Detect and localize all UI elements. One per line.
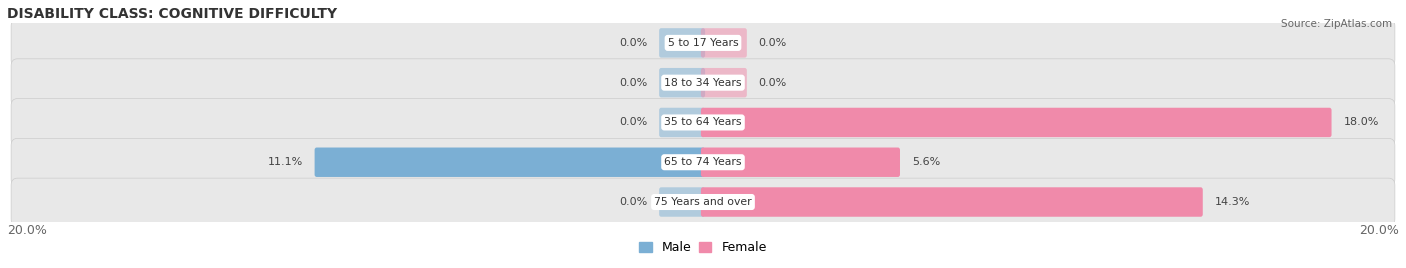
- Text: 14.3%: 14.3%: [1215, 197, 1250, 207]
- Text: 18.0%: 18.0%: [1343, 117, 1379, 128]
- FancyBboxPatch shape: [659, 68, 704, 97]
- FancyBboxPatch shape: [11, 138, 1395, 186]
- Text: 0.0%: 0.0%: [619, 197, 647, 207]
- Legend: Male, Female: Male, Female: [634, 236, 772, 259]
- Text: 65 to 74 Years: 65 to 74 Years: [664, 157, 742, 167]
- Text: 0.0%: 0.0%: [619, 117, 647, 128]
- Text: 35 to 64 Years: 35 to 64 Years: [664, 117, 742, 128]
- Text: 0.0%: 0.0%: [759, 78, 787, 88]
- FancyBboxPatch shape: [702, 28, 747, 58]
- FancyBboxPatch shape: [11, 19, 1395, 67]
- Text: DISABILITY CLASS: COGNITIVE DIFFICULTY: DISABILITY CLASS: COGNITIVE DIFFICULTY: [7, 7, 337, 21]
- FancyBboxPatch shape: [702, 147, 900, 177]
- Text: 18 to 34 Years: 18 to 34 Years: [664, 78, 742, 88]
- Text: 0.0%: 0.0%: [759, 38, 787, 48]
- FancyBboxPatch shape: [702, 68, 747, 97]
- FancyBboxPatch shape: [659, 187, 704, 217]
- Text: 75 Years and over: 75 Years and over: [654, 197, 752, 207]
- FancyBboxPatch shape: [11, 59, 1395, 107]
- FancyBboxPatch shape: [702, 108, 1331, 137]
- Text: 20.0%: 20.0%: [7, 224, 46, 237]
- FancyBboxPatch shape: [315, 147, 704, 177]
- Text: 20.0%: 20.0%: [1360, 224, 1399, 237]
- FancyBboxPatch shape: [702, 187, 1202, 217]
- Text: Source: ZipAtlas.com: Source: ZipAtlas.com: [1281, 19, 1392, 29]
- Text: 0.0%: 0.0%: [619, 78, 647, 88]
- Text: 5 to 17 Years: 5 to 17 Years: [668, 38, 738, 48]
- FancyBboxPatch shape: [659, 108, 704, 137]
- Text: 11.1%: 11.1%: [267, 157, 302, 167]
- FancyBboxPatch shape: [11, 178, 1395, 226]
- Text: 0.0%: 0.0%: [619, 38, 647, 48]
- FancyBboxPatch shape: [659, 28, 704, 58]
- Text: 5.6%: 5.6%: [912, 157, 941, 167]
- FancyBboxPatch shape: [11, 99, 1395, 146]
